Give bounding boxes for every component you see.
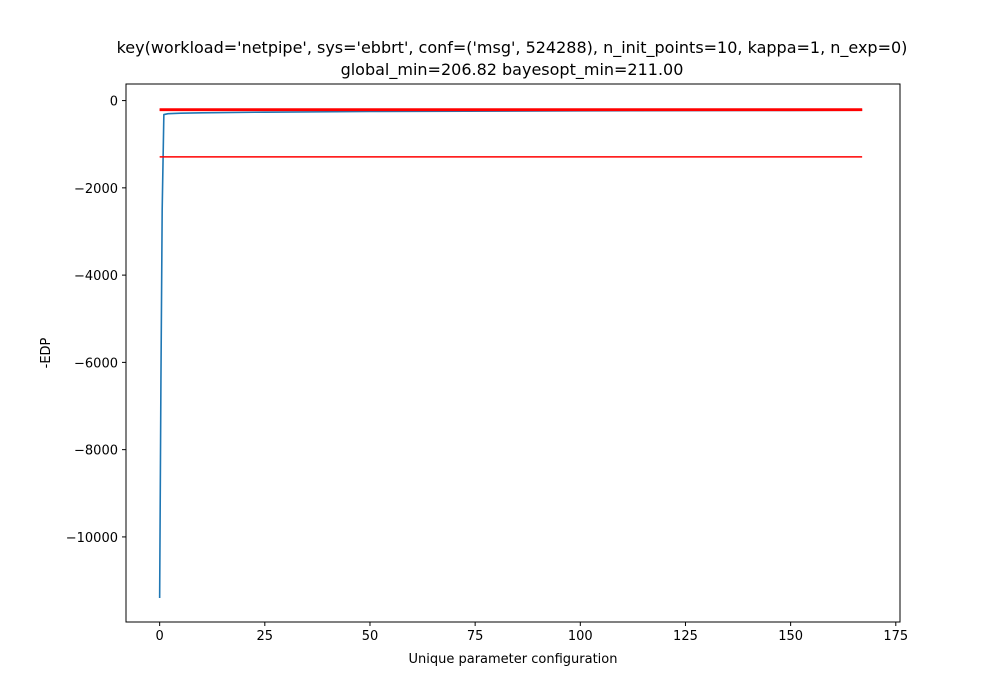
x-tick-label: 150 <box>778 629 803 644</box>
title-line-1: key(workload='netpipe', sys='ebbrt', con… <box>116 38 908 57</box>
y-tick-label: 0 <box>110 95 118 110</box>
plot-frame <box>125 83 901 623</box>
x-axis-label: Unique parameter configuration <box>409 652 618 667</box>
x-tick-label: 175 <box>883 629 908 644</box>
x-tick-label: 25 <box>257 629 274 644</box>
series-layer <box>158 108 863 599</box>
x-tick-label: 0 <box>156 629 164 644</box>
x-tick-label: 125 <box>673 629 698 644</box>
y-tick-label: −10000 <box>66 531 118 546</box>
x-tick-label: 100 <box>568 629 593 644</box>
y-tick-label: −6000 <box>74 356 118 371</box>
title-line-2: global_min=206.82 bayesopt_min=211.00 <box>340 60 684 79</box>
y-tick-label: −8000 <box>74 444 118 459</box>
x-tick-label: 75 <box>467 629 484 644</box>
x-tick-label: 50 <box>362 629 379 644</box>
y-tick-label: −2000 <box>74 182 118 197</box>
y-axis-label: -EDP <box>39 337 54 368</box>
axis-layer: 0 25 50 75 100 125 150 175 0 −2000 −4000 −6000 −8000… <box>66 95 908 644</box>
plot-area <box>126 84 900 622</box>
y-tick-label: −4000 <box>74 269 118 284</box>
